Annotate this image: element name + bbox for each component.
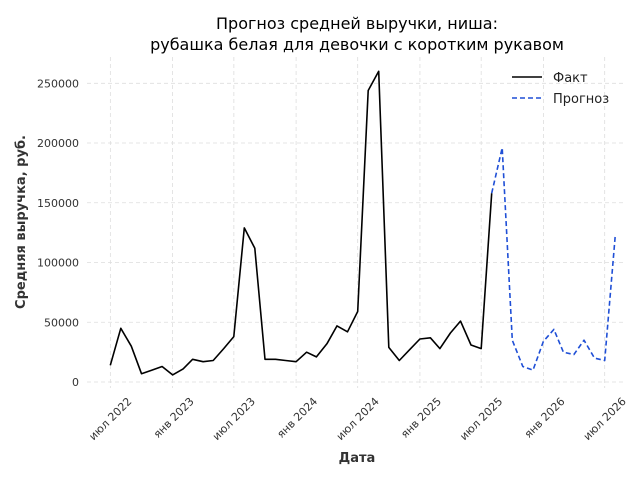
x-tick-label: янв 2026 — [522, 395, 568, 441]
chart-subtitle: рубашка белая для девочки с коротким рук… — [150, 35, 564, 54]
x-tick-label: июл 2023 — [210, 395, 258, 443]
series-line-forecast — [490, 147, 616, 371]
y-axis-ticks: 0 50000 100000 150000 200000 250000 — [37, 77, 79, 389]
y-tick-label: 0 — [72, 376, 79, 389]
x-tick-label: июл 2022 — [86, 395, 134, 443]
series-layer — [109, 70, 616, 376]
x-tick-label: июл 2024 — [334, 395, 382, 443]
y-tick-label: 250000 — [37, 77, 79, 90]
y-tick-label: 100000 — [37, 257, 79, 270]
legend-label-fact: Факт — [553, 71, 588, 86]
y-tick-label: 150000 — [37, 197, 79, 210]
x-tick-label: июл 2026 — [581, 395, 629, 443]
legend-label-forecast: Прогноз — [553, 92, 609, 107]
chart-title: Прогноз средней выручки, ниша: — [216, 14, 498, 33]
x-tick-label: янв 2024 — [274, 395, 320, 441]
series-line-fact — [109, 70, 493, 376]
legend: Факт Прогноз — [512, 71, 609, 107]
x-axis-ticks: июл 2022 янв 2023 июл 2023 янв 2024 июл 2024… — [86, 395, 628, 443]
grid — [87, 57, 626, 388]
x-tick-label: янв 2023 — [151, 395, 197, 441]
y-axis-label: Средняя выручка, руб. — [14, 135, 29, 309]
x-tick-label: янв 2025 — [398, 395, 444, 441]
y-tick-label: 50000 — [44, 316, 79, 329]
y-tick-label: 200000 — [37, 137, 79, 150]
x-tick-label: июл 2025 — [457, 395, 505, 443]
x-axis-label: Дата — [339, 451, 376, 466]
